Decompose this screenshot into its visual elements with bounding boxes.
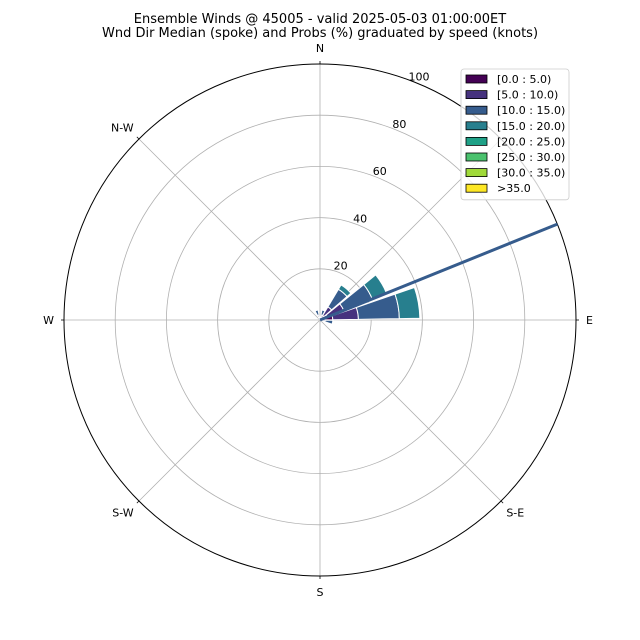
bar-sector-100-bin-2 [324,319,334,325]
dir-label-w: W [43,314,54,327]
median-spoke [319,222,558,322]
legend-label-1: [5.0 : 10.0) [497,89,558,102]
dir-label-s: S [317,586,324,599]
dir-tick-225 [136,500,140,504]
bar-sector-40-bin-3 [337,284,352,298]
dir-label-n-w: N-W [111,122,134,135]
legend-swatch-4 [465,136,488,146]
dir-tick-315 [136,136,140,140]
polar-grid [61,61,579,579]
bar-sector-80-bin-3 [394,286,421,320]
chart-subtitle: Wnd Dir Median (spoke) and Probs (%) gra… [102,26,538,41]
legend-label-2: [10.0 : 15.0) [497,104,565,117]
dir-label-n: N [316,42,324,55]
windrose-bars [314,274,421,325]
legend-label-3: [15.0 : 20.0) [497,120,565,133]
r-tick-label-100: 100 [408,70,429,83]
radial-tick-labels: 20 40 60 80 100 [334,70,430,272]
grid-spoke-135 [319,319,502,502]
legend-label-7: >35.0 [497,182,531,195]
median-spoke-line [319,222,558,322]
dir-label-s-e: S-E [506,506,524,519]
legend-label-0: [0.0 : 5.0) [497,73,551,86]
dir-label-s-w: S-W [112,506,134,519]
r-tick-label-20: 20 [334,260,348,273]
legend-box [460,68,570,201]
legend-swatch-7 [465,183,488,193]
r-tick-label-40: 40 [353,212,367,225]
legend-swatch-2 [465,105,488,115]
chart-title: Ensemble Winds @ 45005 - valid 2025-05-0… [134,12,506,27]
r-tick-label-80: 80 [392,118,406,131]
dir-tick-135 [500,500,504,504]
grid-spoke-315 [138,138,321,321]
r-tick-label-60: 60 [373,165,387,178]
legend-swatch-6 [465,168,488,178]
legend-label-5: [25.0 : 30.0) [497,151,565,164]
legend-swatch-5 [465,152,488,162]
bar-sector-340-bin-2 [314,309,320,317]
legend-label-6: [30.0 : 35.0) [497,167,565,180]
grid-spoke-225 [138,319,321,502]
direction-labels: N N-W W S-W S S-E E [43,42,593,599]
legend-swatch-0 [465,74,488,84]
legend-swatch-3 [465,121,488,131]
dir-label-e: E [586,314,593,327]
legend-swatch-1 [465,90,488,99]
legend: [0.0 : 5.0) [5.0 : 10.0) [10.0 : 15.0) [15.… [460,68,570,201]
legend-label-4: [20.0 : 25.0) [497,135,565,148]
